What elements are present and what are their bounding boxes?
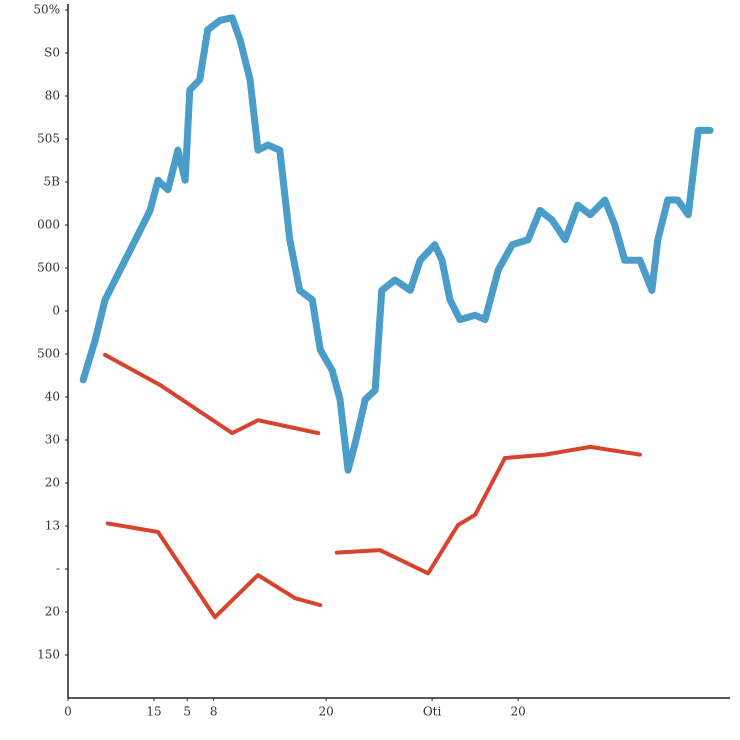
y-tick-label: 50% xyxy=(33,3,60,17)
x-tick-label: 5 xyxy=(183,705,191,719)
line-series xyxy=(502,444,642,461)
x-tick-label: 15 xyxy=(146,705,161,719)
y-tick-label: 000 xyxy=(37,218,60,232)
y-tick-label: 150 xyxy=(37,648,60,662)
y-tick-label: 80 xyxy=(45,89,60,103)
x-tick-label: Oti xyxy=(423,705,442,719)
y-tick-label: 500 xyxy=(37,261,60,275)
y-tick-label: 20 xyxy=(45,605,60,619)
y-tick-label: 0 xyxy=(52,304,60,318)
y-tick-label: 5B xyxy=(44,175,61,189)
y-tick-label: - xyxy=(56,562,60,576)
x-tick-label: 8 xyxy=(210,705,218,719)
x-tick-label: 0 xyxy=(64,705,72,719)
y-tick-label: 500 xyxy=(37,347,60,361)
line-series xyxy=(334,456,507,576)
y-tick-label: S0 xyxy=(44,46,60,60)
line-series xyxy=(105,521,323,620)
y-tick-label: 20 xyxy=(45,476,60,490)
y-tick-label: 13 xyxy=(45,519,60,533)
y-tick-label: 30 xyxy=(45,433,60,447)
y-tick-label: 40 xyxy=(45,390,60,404)
y-tick-label: 505 xyxy=(37,132,60,146)
x-tick-label: 20 xyxy=(511,705,526,719)
x-tick-label: 20 xyxy=(319,705,334,719)
line-series xyxy=(79,14,714,474)
line-series xyxy=(103,352,321,436)
